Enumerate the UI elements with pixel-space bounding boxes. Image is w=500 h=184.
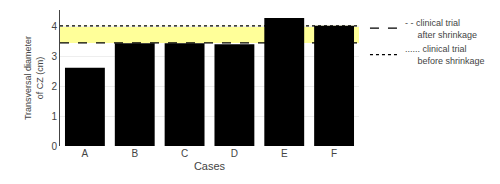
svg-text:A: A (82, 148, 89, 159)
svg-text:E: E (281, 148, 288, 159)
svg-text:D: D (231, 148, 238, 159)
svg-text:1: 1 (51, 111, 57, 122)
svg-text:- - clinical trial after s: - - clinical trial after shrinkage (405, 18, 477, 40)
svg-text:Transversal diameterof CZ (cm): Transversal diameterof CZ (cm) (23, 36, 45, 120)
svg-text:4: 4 (51, 21, 57, 32)
svg-text:Cases: Cases (194, 160, 226, 172)
svg-text:F: F (331, 148, 337, 159)
svg-text:C: C (181, 148, 188, 159)
svg-text:3: 3 (51, 51, 57, 62)
svg-text:B: B (131, 148, 138, 159)
svg-text:0: 0 (51, 141, 57, 152)
svg-text:...... clinical trial befo: ...... clinical trial before shrinkage (405, 44, 485, 66)
svg-text:2: 2 (51, 81, 57, 92)
